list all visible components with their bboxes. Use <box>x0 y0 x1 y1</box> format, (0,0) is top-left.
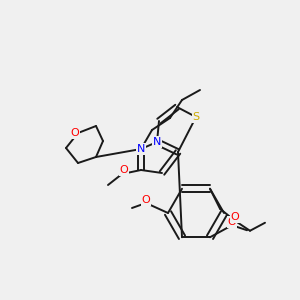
Text: O: O <box>70 128 80 138</box>
Text: S: S <box>192 112 200 122</box>
Text: N: N <box>137 144 145 154</box>
Text: O: O <box>142 195 150 205</box>
Text: O: O <box>231 212 239 222</box>
Text: N: N <box>153 137 161 147</box>
Text: O: O <box>228 217 236 227</box>
Text: O: O <box>120 165 128 175</box>
